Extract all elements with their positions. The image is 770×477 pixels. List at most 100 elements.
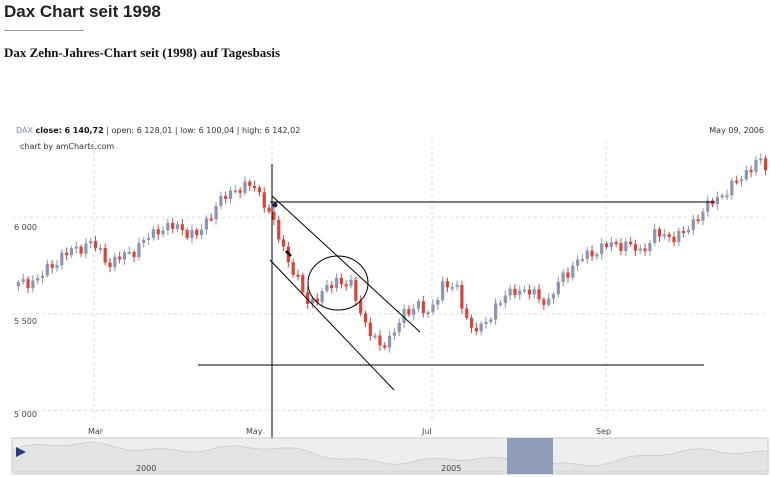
candle [657,226,662,242]
candle-body [253,186,257,189]
candle-body [156,229,160,235]
candle [253,180,257,192]
candle-body [561,272,565,282]
candle [368,317,372,341]
candle [339,273,343,289]
candle [691,214,695,236]
candle [518,286,522,301]
candle-body [595,254,599,257]
candle-body [368,322,372,337]
candle-body [749,170,753,173]
chart-credit: chart by amCharts.com [20,142,115,151]
y-tick-label-6000: 6 000 [14,223,37,232]
candle-body [667,234,671,237]
candle [50,259,54,274]
candle [667,231,671,242]
candle-body [585,250,589,259]
candle [103,243,107,266]
candle-body [691,219,695,230]
candle [233,185,237,194]
candle-body [166,222,170,231]
candle-body [74,246,78,249]
candle [378,330,382,351]
candle-body [600,243,604,255]
candle-body [474,327,478,332]
candle-body [421,301,425,314]
candle-body [45,263,49,276]
candle [494,298,498,325]
candle [744,165,748,182]
candle [532,286,536,299]
navigator-selection [507,438,553,474]
candle-body [547,298,551,305]
candle [561,268,565,287]
candle [344,280,348,292]
candle [315,293,319,306]
candle [662,228,666,240]
candle-body [185,230,189,238]
candle [180,219,184,236]
candle-body [383,345,387,348]
candle [547,293,551,307]
candle-body [445,281,450,288]
candle [445,277,450,293]
candle-body [441,281,445,300]
candle-body [243,181,247,193]
candle [281,235,286,252]
candle [498,299,503,307]
candle-body [69,248,74,256]
candle-body [127,252,131,255]
candle-body [248,181,252,187]
candle [118,251,122,264]
candle-body [657,229,662,237]
candle-body [542,299,546,305]
candle [175,220,180,233]
candle [60,249,64,270]
candle-body [175,224,180,229]
channel-lower-line [269,259,395,391]
stock-chart[interactable]: DAX close: 6 140,72 | open: 6 128,01 | l… [0,120,770,477]
candle-body [633,244,638,251]
candle-body [518,290,522,295]
candle [190,224,194,244]
x-tick-label-jul: Jul [421,427,432,436]
candle-body [40,275,45,279]
candle [710,197,715,208]
candle-body [267,207,271,212]
candle [301,272,305,296]
candle-body [339,277,343,285]
candle [585,247,589,264]
candle-body [21,279,25,283]
candle-body [653,229,657,243]
candle [79,244,83,257]
candle-body [416,301,421,309]
candle [542,297,546,311]
candle [74,241,78,254]
channel-upper-line [271,195,421,333]
candle [238,187,242,199]
candle [31,275,35,293]
candle [484,316,488,329]
candle [469,314,474,333]
candle [595,251,599,261]
candle-body [575,259,580,266]
candle [272,206,276,226]
chart-svg: 6 000 5 500 5 000 Mar May Jul Sep 2000 [11,140,769,475]
candle [310,296,315,309]
candle-body [180,224,184,231]
candle-body [479,323,483,332]
candle [629,237,633,247]
y-tick-label-5500: 5 500 [14,317,37,326]
candle-body [763,158,768,171]
candle [113,253,117,272]
candle [248,179,252,192]
candle-body [465,308,469,318]
candle [465,303,469,321]
candle-body [262,192,266,208]
navigator[interactable]: 2000 2005 [11,437,769,475]
candle [575,255,580,271]
candle [416,298,421,313]
candle-body [407,309,411,315]
candle [426,310,430,318]
candle [296,269,300,281]
